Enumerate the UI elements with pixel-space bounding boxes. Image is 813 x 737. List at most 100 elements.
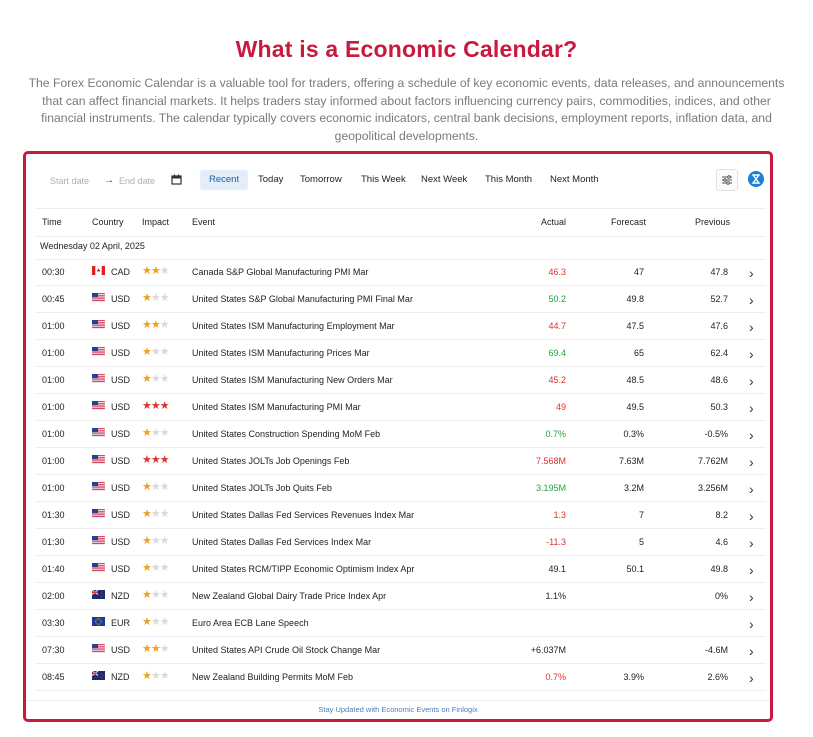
star-icon: ★ <box>159 535 170 547</box>
star-icon: ★ <box>142 346 152 358</box>
column-country[interactable]: Country <box>92 217 124 227</box>
column-previous[interactable]: Previous <box>694 217 730 227</box>
event-forecast: 65 <box>633 348 644 358</box>
chevron-right-icon[interactable]: › <box>749 427 754 443</box>
finlogix-logo-icon[interactable] <box>748 171 764 187</box>
event-name: United States JOLTs Job Quits Feb <box>192 483 332 493</box>
chevron-right-icon[interactable]: › <box>749 400 754 416</box>
star-icon: ★ <box>159 589 170 601</box>
event-actual: 45.2 <box>548 375 566 385</box>
star-icon: ★ <box>159 373 170 385</box>
settings-button[interactable] <box>716 169 738 191</box>
event-forecast: 7.63M <box>618 456 644 466</box>
chevron-right-icon[interactable]: › <box>749 346 754 362</box>
chevron-right-icon[interactable]: › <box>749 643 754 659</box>
event-row[interactable]: 01:30 USD ★★★ United States Dallas Fed Serv… <box>36 502 766 529</box>
event-row[interactable]: 01:40 USD ★★★ United States RCM/TIPP Econom… <box>36 556 766 583</box>
us-flag-icon <box>92 482 105 491</box>
us-flag-icon <box>92 644 105 653</box>
eu-flag-icon <box>92 617 105 626</box>
event-name: Canada S&P Global Manufacturing PMI Mar <box>192 267 369 277</box>
tab-next-week[interactable]: Next Week <box>421 174 468 185</box>
tab-recent[interactable]: Recent <box>200 170 249 190</box>
column-event[interactable]: Event <box>192 217 216 227</box>
chevron-right-icon[interactable]: › <box>749 373 754 389</box>
event-time: 01:40 <box>42 564 65 574</box>
event-row[interactable]: 01:00 USD ★★★ United States JOLTs Job Quits… <box>36 475 766 502</box>
event-previous: -0.5% <box>704 429 728 439</box>
event-time: 01:00 <box>42 429 65 439</box>
event-forecast: 49.8 <box>626 294 644 304</box>
us-flag-icon <box>92 428 105 437</box>
event-name: United States Dallas Fed Services Index … <box>192 537 372 547</box>
star-icon: ★ <box>159 643 170 655</box>
nz-flag-icon <box>92 590 105 599</box>
chevron-right-icon[interactable]: › <box>749 508 754 524</box>
event-row[interactable]: 01:00 USD ★★★ United States ISM Manufacturi… <box>36 394 766 421</box>
us-flag-icon <box>92 455 105 464</box>
column-impact[interactable]: Impact <box>142 217 170 227</box>
chevron-right-icon[interactable]: › <box>749 292 754 308</box>
chevron-right-icon[interactable]: › <box>749 454 754 470</box>
impact-stars: ★★★ <box>142 534 170 547</box>
event-row[interactable]: 08:45 NZD ★★★ New Zealand Building Permits … <box>36 664 766 691</box>
event-currency: USD <box>111 564 131 574</box>
event-row[interactable]: 00:45 USD ★★★ United States S&P Global Manu… <box>36 286 766 313</box>
ca-flag-icon <box>92 266 105 275</box>
chevron-right-icon[interactable]: › <box>749 265 754 281</box>
end-date-input[interactable]: End date <box>119 176 156 186</box>
event-currency: NZD <box>111 672 130 682</box>
table-header: Time Country Impact Event Actual Forecas… <box>36 208 766 237</box>
event-row[interactable]: 01:00 USD ★★★ United States ISM Manufacturi… <box>36 313 766 340</box>
impact-stars: ★★★ <box>142 426 170 439</box>
event-time: 01:30 <box>42 537 65 547</box>
us-flag-icon <box>92 374 105 383</box>
chevron-right-icon[interactable]: › <box>749 319 754 335</box>
event-currency: USD <box>111 294 131 304</box>
star-icon: ★ <box>142 265 152 277</box>
chevron-right-icon[interactable]: › <box>749 535 754 551</box>
event-name: United States ISM Manufacturing Prices M… <box>192 348 370 358</box>
event-actual: 1.3 <box>553 510 566 520</box>
event-row[interactable]: 01:00 USD ★★★ United States Construction Sp… <box>36 421 766 448</box>
start-date-input[interactable]: Start date <box>50 176 90 186</box>
column-forecast[interactable]: Forecast <box>610 217 646 227</box>
event-time: 01:00 <box>42 456 65 466</box>
event-row[interactable]: 01:00 USD ★★★ United States ISM Manufacturi… <box>36 340 766 367</box>
event-row[interactable]: 00:30 CAD ★★★ Canada S&P Global Manufacturi… <box>36 259 766 286</box>
chevron-right-icon[interactable]: › <box>749 481 754 497</box>
event-row[interactable]: 01:00 USD ★★★ United States ISM Manufacturi… <box>36 367 766 394</box>
event-name: United States Construction Spending MoM … <box>192 429 381 439</box>
column-time[interactable]: Time <box>42 217 62 227</box>
tab-tomorrow[interactable]: Tomorrow <box>300 174 342 185</box>
event-previous: 7.762M <box>697 456 728 466</box>
star-icon: ★ <box>159 427 170 439</box>
chevron-right-icon[interactable]: › <box>749 562 754 578</box>
event-row[interactable]: 01:30 USD ★★★ United States Dallas Fed Serv… <box>36 529 766 556</box>
event-name: Euro Area ECB Lane Speech <box>192 618 309 628</box>
calendar-icon[interactable] <box>171 174 182 185</box>
event-row[interactable]: 02:00 NZD ★★★ New Zealand Global Dairy Trad… <box>36 583 766 610</box>
chevron-right-icon[interactable]: › <box>749 616 754 632</box>
tab-this-week[interactable]: This Week <box>361 174 406 185</box>
event-name: United States RCM/TIPP Economic Optimism… <box>192 564 415 574</box>
star-icon: ★ <box>150 400 161 412</box>
tab-today[interactable]: Today <box>258 174 284 185</box>
event-actual: -11.3 <box>546 537 566 547</box>
event-currency: USD <box>111 402 131 412</box>
column-actual[interactable]: Actual <box>540 217 566 227</box>
star-icon: ★ <box>142 427 152 439</box>
star-icon: ★ <box>150 373 161 385</box>
tab-this-month[interactable]: This Month <box>485 174 532 185</box>
tab-next-month[interactable]: Next Month <box>550 174 599 185</box>
finlogix-footer-link[interactable]: Stay Updated with Economic Events on Fin… <box>26 700 770 719</box>
event-row[interactable]: 03:30 EUR ★★★ Euro Area ECB Lane Speech › <box>36 610 766 637</box>
star-icon: ★ <box>159 562 170 574</box>
event-row[interactable]: 07:30 USD ★★★ United States API Crude Oil S… <box>36 637 766 664</box>
event-name: United States JOLTs Job Openings Feb <box>192 456 350 466</box>
event-actual: 0.7% <box>545 429 566 439</box>
chevron-right-icon[interactable]: › <box>749 670 754 686</box>
event-currency: USD <box>111 483 131 493</box>
chevron-right-icon[interactable]: › <box>749 589 754 605</box>
event-row[interactable]: 01:00 USD ★★★ United States JOLTs Job Openi… <box>36 448 766 475</box>
